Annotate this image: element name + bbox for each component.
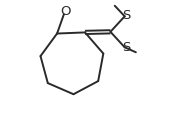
Text: S: S <box>122 9 131 22</box>
Text: S: S <box>122 41 131 54</box>
Text: O: O <box>60 5 71 18</box>
